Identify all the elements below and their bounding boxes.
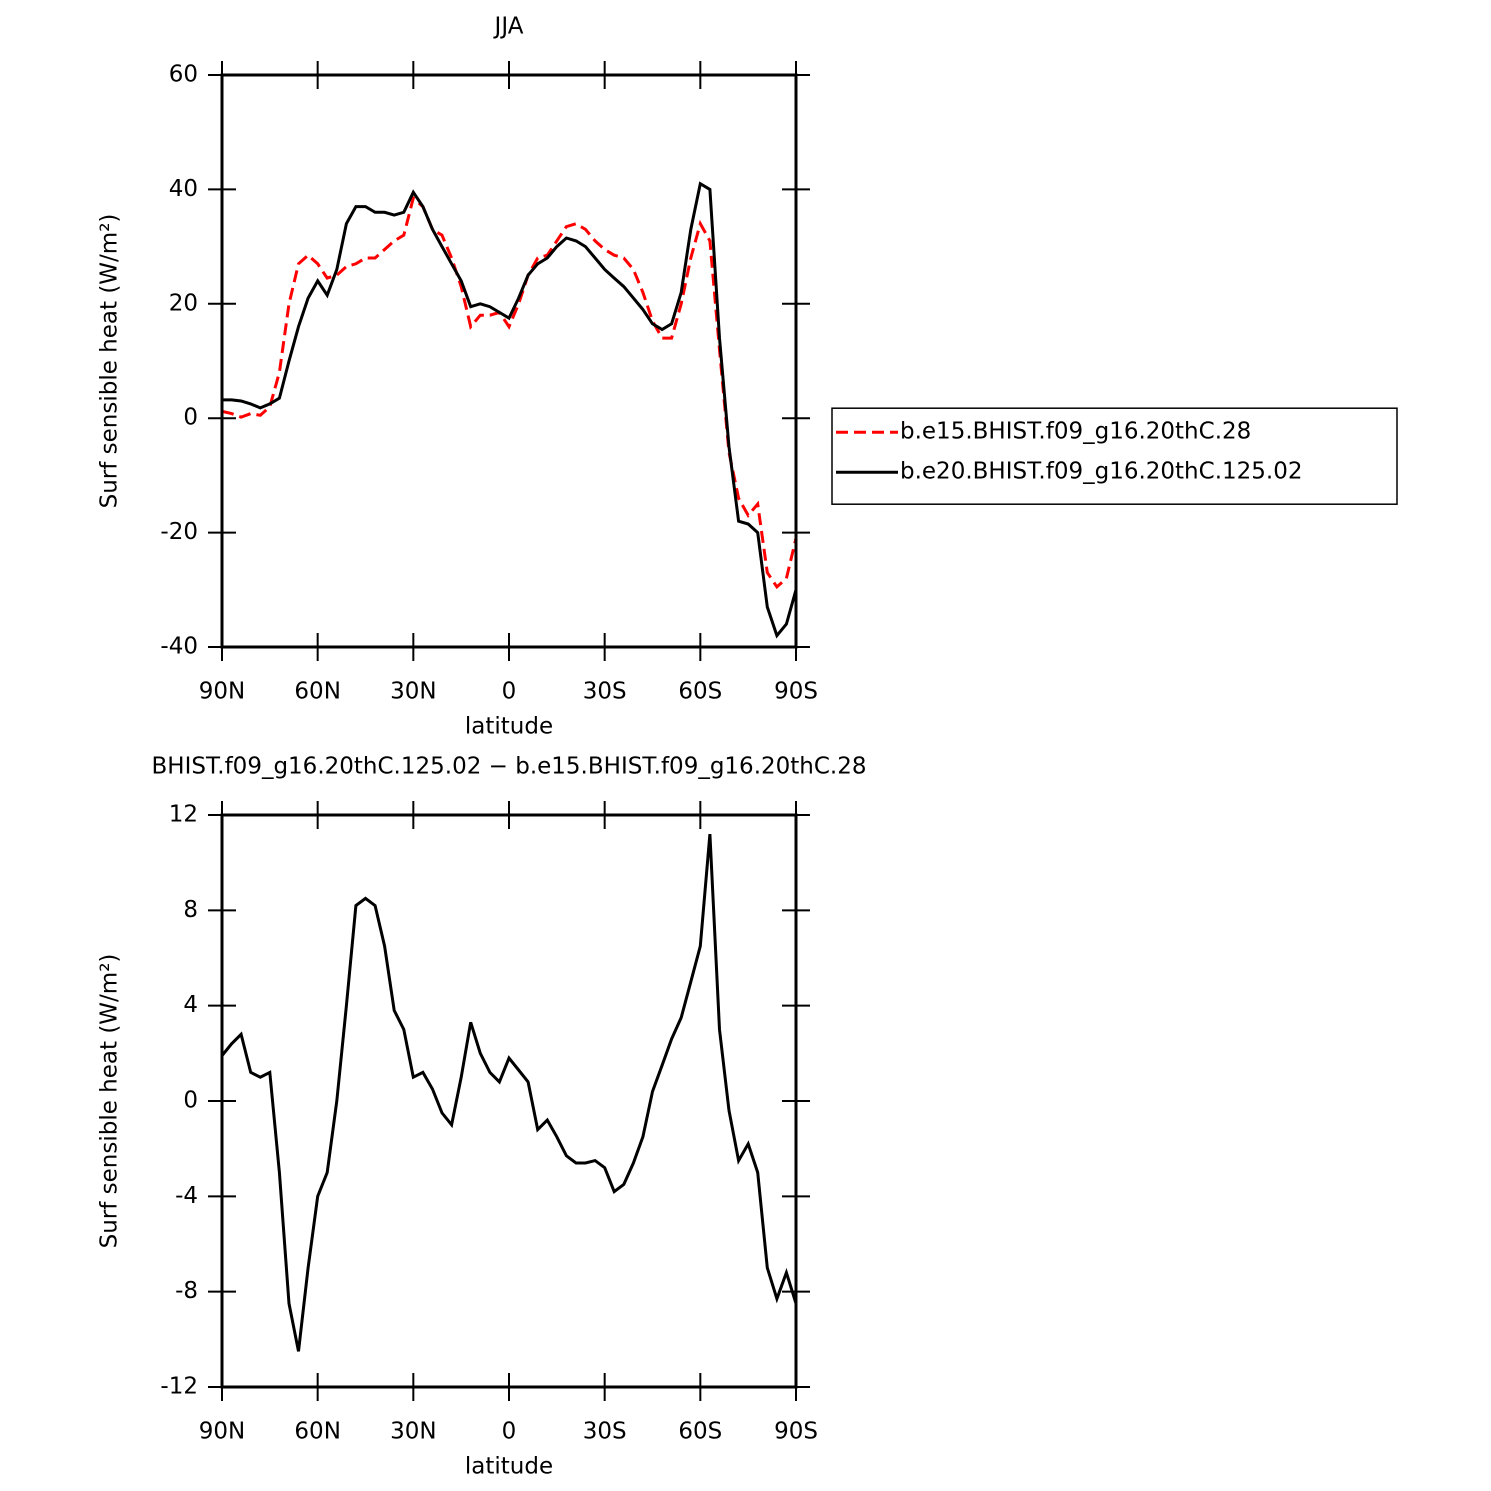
x-tick-label: 90S bbox=[774, 679, 818, 705]
y-tick-label: 0 bbox=[183, 405, 198, 431]
y-tick-label: -4 bbox=[175, 1183, 198, 1209]
x-axis-label: latitude bbox=[465, 714, 553, 740]
x-tick-label: 30N bbox=[390, 1419, 436, 1445]
y-tick-label: 8 bbox=[183, 897, 198, 923]
y-axis-label: Surf sensible heat (W/m²) bbox=[97, 214, 123, 509]
y-tick-label: -40 bbox=[160, 634, 198, 660]
y-tick-label: -12 bbox=[160, 1374, 198, 1400]
chart-title: JJA bbox=[493, 14, 524, 40]
legend-label: b.e15.BHIST.f09_g16.20thC.28 bbox=[900, 419, 1251, 445]
y-tick-label: 60 bbox=[169, 62, 198, 88]
data-line bbox=[222, 181, 796, 639]
chart-title: BHIST.f09_g16.20thC.125.02 − b.e15.BHIST… bbox=[152, 754, 867, 780]
x-tick-label: 60N bbox=[294, 679, 340, 705]
y-tick-label: 12 bbox=[169, 802, 198, 828]
x-tick-label: 30N bbox=[390, 679, 436, 705]
plot-frame bbox=[220, 73, 798, 649]
data-line bbox=[222, 195, 796, 590]
legend-label: b.e20.BHIST.f09_g16.20thC.125.02 bbox=[900, 459, 1302, 485]
x-tick-label: 30S bbox=[583, 679, 627, 705]
x-tick-label: 90N bbox=[199, 679, 245, 705]
y-tick-label: 40 bbox=[169, 176, 198, 202]
legend-box bbox=[831, 407, 1398, 505]
y-tick-label: 0 bbox=[183, 1088, 198, 1114]
x-axis-label: latitude bbox=[465, 1454, 553, 1480]
x-tick-label: 0 bbox=[502, 1419, 517, 1445]
y-tick-label: 4 bbox=[183, 992, 198, 1018]
y-tick-label: -8 bbox=[175, 1278, 198, 1304]
x-tick-label: 30S bbox=[583, 1419, 627, 1445]
y-tick-label: -20 bbox=[160, 519, 198, 545]
x-tick-label: 90S bbox=[774, 1419, 818, 1445]
x-tick-label: 60S bbox=[678, 679, 722, 705]
y-axis-label: Surf sensible heat (W/m²) bbox=[97, 954, 123, 1249]
x-tick-label: 60S bbox=[678, 1419, 722, 1445]
x-tick-label: 0 bbox=[502, 679, 517, 705]
x-tick-label: 60N bbox=[294, 1419, 340, 1445]
plot-frame bbox=[220, 813, 798, 1389]
y-tick-label: 20 bbox=[169, 290, 198, 316]
x-tick-label: 90N bbox=[199, 1419, 245, 1445]
data-line bbox=[222, 833, 796, 1352]
